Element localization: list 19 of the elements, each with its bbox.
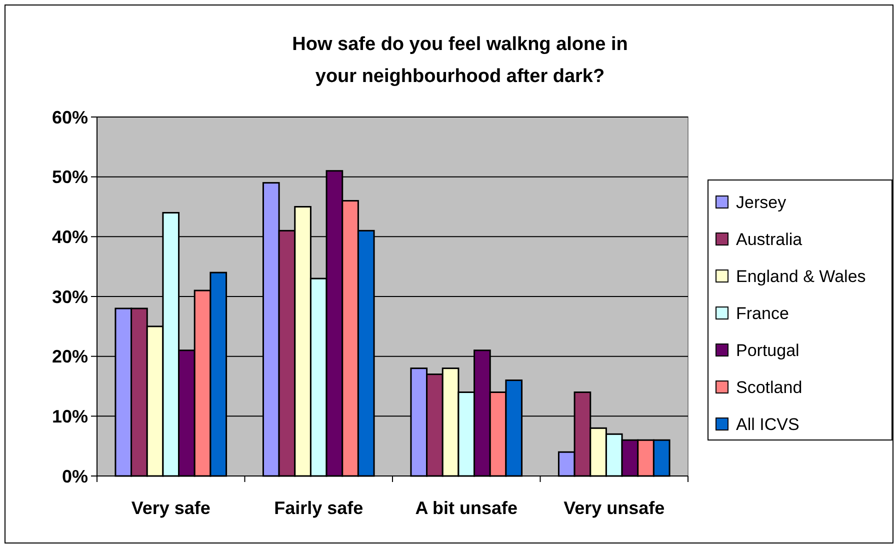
y-tick-label: 20%	[52, 346, 88, 367]
y-tick-label: 40%	[52, 226, 88, 247]
x-tick-label: A bit unsafe	[415, 498, 518, 518]
y-tick-label: 50%	[52, 167, 88, 188]
legend-label: Portugal	[736, 340, 800, 360]
legend-label: Australia	[736, 230, 803, 249]
y-tick-label: 60%	[52, 107, 88, 128]
x-tick-label: Fairly safe	[274, 498, 364, 518]
legend-label: Scotland	[736, 378, 802, 397]
legend-label: France	[736, 304, 789, 323]
x-tick-label: Very safe	[131, 498, 210, 518]
chart-title: How safe do you feel walkng alone in your neighbourhood after dark?	[292, 34, 628, 87]
y-tick-label: 10%	[52, 406, 88, 426]
legend-label: England & Wales	[736, 266, 866, 286]
y-tick-label: 30%	[52, 286, 88, 307]
y-tick-label: 0%	[62, 466, 88, 486]
legend-label: All ICVS	[736, 414, 800, 434]
x-tick-label: Very unsafe	[564, 498, 665, 518]
legend-label: Jersey	[736, 192, 787, 212]
